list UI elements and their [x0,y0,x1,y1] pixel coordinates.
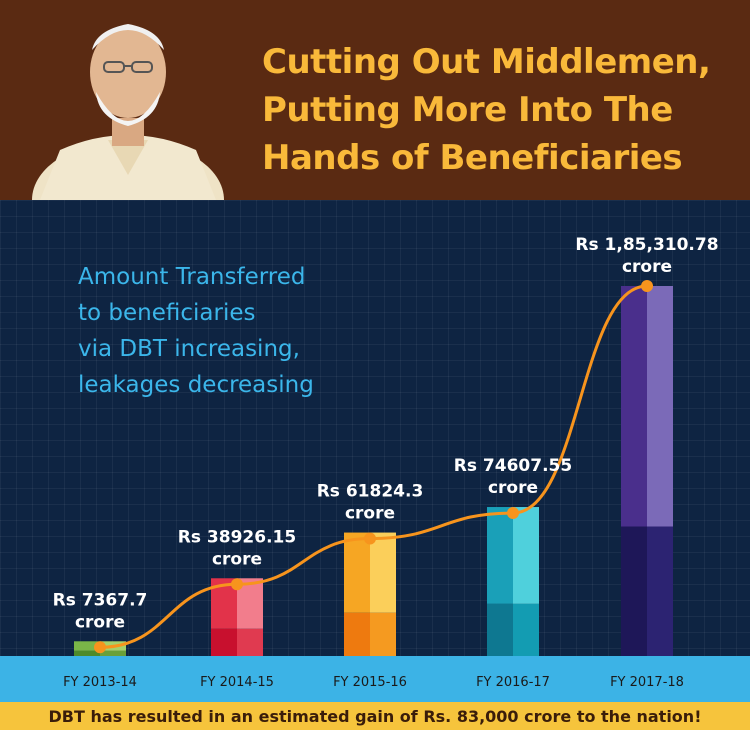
x-tick-label-2: FY 2014-15 [200,675,274,690]
x-tick-label-1: FY 2013-14 [63,675,137,690]
portrait-image [32,24,224,200]
subtitle-line-1: Amount Transferred [78,264,306,290]
bar-4 [487,507,539,656]
header-banner: Cutting Out Middlemen, Putting More Into… [0,0,750,200]
value-label-4: Rs 74607.55 [454,456,572,476]
title-line-1: Cutting Out Middlemen, [262,42,711,82]
x-tick-label-3: FY 2015-16 [333,675,407,690]
trend-line [99,284,648,649]
value-label-2: Rs 38926.15 [178,527,296,547]
unit-label-1: crore [75,612,125,632]
value-label-3: Rs 61824.3 [317,482,424,502]
title-line-2: Putting More Into The [262,90,673,130]
x-axis-band [0,656,750,702]
bar-chart: FY 2013-14 FY 2014-15 FY 2015-16 FY 2016-17… [53,235,719,690]
subtitle-line-2: to beneficiaries [78,300,256,326]
footer-banner: DBT has resulted in an estimated gain of… [0,702,750,730]
title-line-3: Hands of Beneficiaries [262,138,683,178]
x-tick-label-4: FY 2016-17 [476,675,550,690]
footer-text: DBT has resulted in an estimated gain of… [48,707,702,726]
x-tick-label-5: FY 2017-18 [610,675,684,690]
unit-label-5: crore [622,257,672,277]
trend-point-2 [231,578,243,591]
trend-point-4 [507,507,519,520]
value-label-5: Rs 1,85,310.78 [575,235,718,255]
value-label-1: Rs 7367.7 [53,590,148,610]
unit-label-3: crore [345,504,395,524]
trend-point-1 [94,641,106,654]
trend-point-5 [641,280,653,292]
subtitle-line-3: via DBT increasing, [78,336,300,362]
bar-5 [621,286,673,656]
trend-point-3 [364,532,376,545]
unit-label-2: crore [212,549,262,569]
subtitle-line-4: leakages decreasing [78,372,314,398]
bar-3 [344,532,396,656]
unit-label-4: crore [488,478,538,498]
